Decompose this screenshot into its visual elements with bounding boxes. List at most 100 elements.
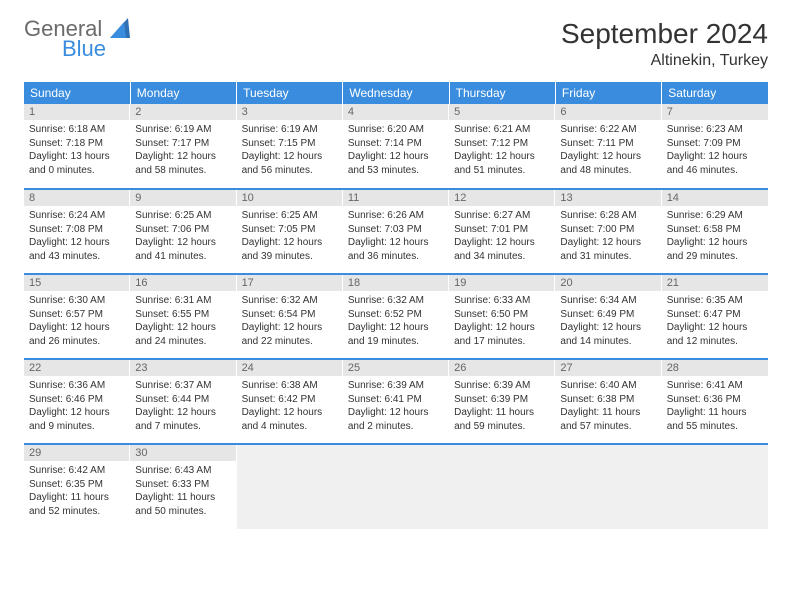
month-title: September 2024 (561, 18, 768, 50)
day-details: Sunrise: 6:38 AMSunset: 6:42 PMDaylight:… (237, 376, 343, 437)
day-details: Sunrise: 6:24 AMSunset: 7:08 PMDaylight:… (24, 206, 130, 267)
calendar-cell: 9Sunrise: 6:25 AMSunset: 7:06 PMDaylight… (130, 189, 236, 274)
day-details: Sunrise: 6:40 AMSunset: 6:38 PMDaylight:… (555, 376, 661, 437)
weekday-header: Saturday (662, 82, 768, 104)
day-details: Sunrise: 6:29 AMSunset: 6:58 PMDaylight:… (662, 206, 768, 267)
calendar-cell (343, 444, 449, 529)
day-details: Sunrise: 6:25 AMSunset: 7:05 PMDaylight:… (237, 206, 343, 267)
calendar-cell (237, 444, 343, 529)
calendar-cell: 5Sunrise: 6:21 AMSunset: 7:12 PMDaylight… (449, 104, 555, 189)
day-details: Sunrise: 6:36 AMSunset: 6:46 PMDaylight:… (24, 376, 130, 437)
day-number: 9 (130, 190, 236, 206)
calendar-cell: 10Sunrise: 6:25 AMSunset: 7:05 PMDayligh… (237, 189, 343, 274)
weekday-header: Wednesday (343, 82, 449, 104)
weekday-header: Sunday (24, 82, 130, 104)
calendar-cell: 18Sunrise: 6:32 AMSunset: 6:52 PMDayligh… (343, 274, 449, 359)
day-number: 2 (130, 104, 236, 120)
day-number: 28 (662, 360, 768, 376)
calendar-cell (662, 444, 768, 529)
calendar-cell: 14Sunrise: 6:29 AMSunset: 6:58 PMDayligh… (662, 189, 768, 274)
calendar-cell: 20Sunrise: 6:34 AMSunset: 6:49 PMDayligh… (555, 274, 661, 359)
day-number: 14 (662, 190, 768, 206)
day-details: Sunrise: 6:34 AMSunset: 6:49 PMDaylight:… (555, 291, 661, 352)
calendar-cell: 30Sunrise: 6:43 AMSunset: 6:33 PMDayligh… (130, 444, 236, 529)
calendar-cell: 24Sunrise: 6:38 AMSunset: 6:42 PMDayligh… (237, 359, 343, 444)
day-number: 5 (449, 104, 555, 120)
calendar-cell: 22Sunrise: 6:36 AMSunset: 6:46 PMDayligh… (24, 359, 130, 444)
title-block: September 2024 Altinekin, Turkey (561, 18, 768, 70)
weekday-header: Friday (555, 82, 661, 104)
logo: General Blue (24, 18, 136, 60)
calendar-cell: 21Sunrise: 6:35 AMSunset: 6:47 PMDayligh… (662, 274, 768, 359)
day-number: 3 (237, 104, 343, 120)
day-details: Sunrise: 6:30 AMSunset: 6:57 PMDaylight:… (24, 291, 130, 352)
calendar-cell: 17Sunrise: 6:32 AMSunset: 6:54 PMDayligh… (237, 274, 343, 359)
calendar-cell: 15Sunrise: 6:30 AMSunset: 6:57 PMDayligh… (24, 274, 130, 359)
calendar-cell: 7Sunrise: 6:23 AMSunset: 7:09 PMDaylight… (662, 104, 768, 189)
weekday-header: Monday (130, 82, 236, 104)
day-details: Sunrise: 6:42 AMSunset: 6:35 PMDaylight:… (24, 461, 130, 522)
day-details: Sunrise: 6:39 AMSunset: 6:39 PMDaylight:… (449, 376, 555, 437)
day-number: 13 (555, 190, 661, 206)
day-number: 26 (449, 360, 555, 376)
day-details: Sunrise: 6:27 AMSunset: 7:01 PMDaylight:… (449, 206, 555, 267)
location: Altinekin, Turkey (561, 52, 768, 70)
sail-icon (110, 18, 136, 45)
day-number: 21 (662, 275, 768, 291)
day-number: 15 (24, 275, 130, 291)
day-details: Sunrise: 6:31 AMSunset: 6:55 PMDaylight:… (130, 291, 236, 352)
calendar-cell: 12Sunrise: 6:27 AMSunset: 7:01 PMDayligh… (449, 189, 555, 274)
day-number: 27 (555, 360, 661, 376)
calendar-cell: 4Sunrise: 6:20 AMSunset: 7:14 PMDaylight… (343, 104, 449, 189)
day-details: Sunrise: 6:25 AMSunset: 7:06 PMDaylight:… (130, 206, 236, 267)
day-number: 16 (130, 275, 236, 291)
day-details: Sunrise: 6:35 AMSunset: 6:47 PMDaylight:… (662, 291, 768, 352)
calendar-cell (449, 444, 555, 529)
day-number: 6 (555, 104, 661, 120)
calendar-cell: 6Sunrise: 6:22 AMSunset: 7:11 PMDaylight… (555, 104, 661, 189)
day-details: Sunrise: 6:19 AMSunset: 7:15 PMDaylight:… (237, 120, 343, 181)
day-number: 29 (24, 445, 130, 461)
day-details: Sunrise: 6:20 AMSunset: 7:14 PMDaylight:… (343, 120, 449, 181)
day-details: Sunrise: 6:32 AMSunset: 6:54 PMDaylight:… (237, 291, 343, 352)
calendar-table: SundayMondayTuesdayWednesdayThursdayFrid… (24, 82, 768, 529)
day-number: 19 (449, 275, 555, 291)
day-details: Sunrise: 6:19 AMSunset: 7:17 PMDaylight:… (130, 120, 236, 181)
day-number: 4 (343, 104, 449, 120)
calendar-cell: 27Sunrise: 6:40 AMSunset: 6:38 PMDayligh… (555, 359, 661, 444)
day-details: Sunrise: 6:26 AMSunset: 7:03 PMDaylight:… (343, 206, 449, 267)
day-details: Sunrise: 6:33 AMSunset: 6:50 PMDaylight:… (449, 291, 555, 352)
day-number: 7 (662, 104, 768, 120)
header: General Blue September 2024 Altinekin, T… (24, 18, 768, 70)
calendar-header-row: SundayMondayTuesdayWednesdayThursdayFrid… (24, 82, 768, 104)
day-number: 20 (555, 275, 661, 291)
day-number: 12 (449, 190, 555, 206)
day-details: Sunrise: 6:39 AMSunset: 6:41 PMDaylight:… (343, 376, 449, 437)
calendar-cell: 1Sunrise: 6:18 AMSunset: 7:18 PMDaylight… (24, 104, 130, 189)
calendar-cell: 29Sunrise: 6:42 AMSunset: 6:35 PMDayligh… (24, 444, 130, 529)
day-number: 23 (130, 360, 236, 376)
weekday-header: Tuesday (237, 82, 343, 104)
day-details: Sunrise: 6:43 AMSunset: 6:33 PMDaylight:… (130, 461, 236, 522)
day-number: 17 (237, 275, 343, 291)
calendar-cell (555, 444, 661, 529)
day-details: Sunrise: 6:37 AMSunset: 6:44 PMDaylight:… (130, 376, 236, 437)
logo-text-bottom: Blue (62, 38, 106, 60)
day-details: Sunrise: 6:41 AMSunset: 6:36 PMDaylight:… (662, 376, 768, 437)
day-details: Sunrise: 6:23 AMSunset: 7:09 PMDaylight:… (662, 120, 768, 181)
day-details: Sunrise: 6:18 AMSunset: 7:18 PMDaylight:… (24, 120, 130, 181)
calendar-cell: 16Sunrise: 6:31 AMSunset: 6:55 PMDayligh… (130, 274, 236, 359)
calendar-cell: 11Sunrise: 6:26 AMSunset: 7:03 PMDayligh… (343, 189, 449, 274)
calendar-cell: 13Sunrise: 6:28 AMSunset: 7:00 PMDayligh… (555, 189, 661, 274)
day-number: 8 (24, 190, 130, 206)
calendar-cell: 28Sunrise: 6:41 AMSunset: 6:36 PMDayligh… (662, 359, 768, 444)
day-number: 10 (237, 190, 343, 206)
day-number: 24 (237, 360, 343, 376)
calendar-cell: 25Sunrise: 6:39 AMSunset: 6:41 PMDayligh… (343, 359, 449, 444)
day-number: 1 (24, 104, 130, 120)
day-details: Sunrise: 6:21 AMSunset: 7:12 PMDaylight:… (449, 120, 555, 181)
day-number: 18 (343, 275, 449, 291)
day-number: 25 (343, 360, 449, 376)
calendar-cell: 19Sunrise: 6:33 AMSunset: 6:50 PMDayligh… (449, 274, 555, 359)
day-number: 30 (130, 445, 236, 461)
